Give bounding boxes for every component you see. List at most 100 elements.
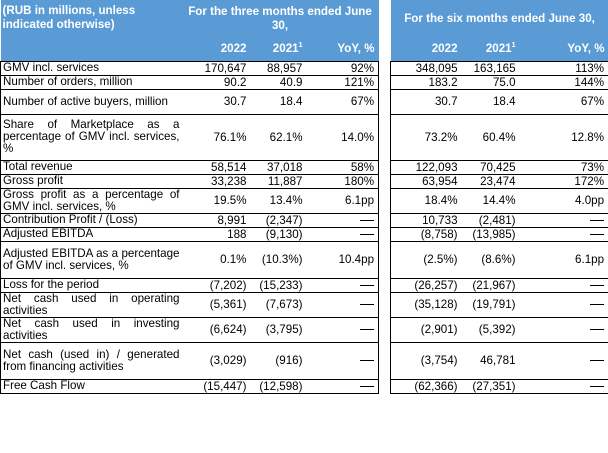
value-yoy-h <box>517 317 608 343</box>
value-2022-h: 63,954 <box>390 174 460 189</box>
units-note: (RUB in millions, unless indicated other… <box>0 0 182 61</box>
column-gap <box>378 227 391 241</box>
value-2022-q: (5,361) <box>181 292 249 318</box>
row-label: Gross profit <box>0 174 182 189</box>
value-2021-h: 18.4 <box>459 89 518 115</box>
dash-mark <box>360 304 375 306</box>
table-row: Share of Marketplace as a percentage of … <box>0 114 608 161</box>
financial-highlights-table: (RUB in millions, unless indicated other… <box>0 0 608 394</box>
row-label: Adjusted EBITDA <box>0 227 182 242</box>
table-row: Net cash used in operating activities (5,… <box>0 292 608 318</box>
value-2022-q: 170,647 <box>181 60 249 76</box>
value-yoy-q <box>304 379 380 394</box>
value-2022-h: (8,758) <box>390 227 460 242</box>
value-2021-h: (13,985) <box>459 227 518 242</box>
value-2022-q: 76.1% <box>181 114 249 161</box>
table-row: Contribution Profit / (Loss) 8,991 (2,347)… <box>0 213 608 228</box>
table-row: Free Cash Flow (15,447) (12,598) (62,366) (2… <box>0 379 608 394</box>
column-gap <box>378 75 391 89</box>
table-row: Adjusted EBITDA 188 (9,130) (8,758) (13,985) <box>0 227 608 242</box>
col-2021-h: 20211 <box>459 37 518 61</box>
row-label: Net cash used in investing activities <box>0 317 182 343</box>
value-2021-h: 60.4% <box>459 114 518 161</box>
value-yoy-q: 14.0% <box>304 114 380 161</box>
column-gap <box>378 174 391 188</box>
column-gap <box>378 213 391 227</box>
dash-mark <box>590 219 605 221</box>
column-gap <box>378 317 391 342</box>
row-label: Share of Marketplace as a percentage of … <box>0 114 182 161</box>
value-2022-q: 19.5% <box>181 188 249 214</box>
dash-mark <box>590 284 605 286</box>
col-yoy-h: YoY, % <box>517 37 608 61</box>
table-row: Number of orders, million 90.2 40.9 121% 183… <box>0 75 608 90</box>
value-2022-q: 90.2 <box>181 75 249 90</box>
value-2022-q: 8,991 <box>181 213 249 228</box>
value-yoy-q: 180% <box>304 174 380 189</box>
column-gap <box>378 278 391 292</box>
six-months-header: For the six months ended June 30, <box>390 0 608 37</box>
dash-mark <box>360 385 375 387</box>
value-2021-q: (10.3%) <box>248 241 305 279</box>
value-yoy-h <box>517 278 608 293</box>
column-gap <box>378 188 391 213</box>
value-2022-h: 73.2% <box>390 114 460 161</box>
value-2022-q: 58,514 <box>181 160 249 175</box>
value-2022-h: 183.2 <box>390 75 460 90</box>
value-2022-q: (3,029) <box>181 342 249 380</box>
dash-mark <box>590 329 605 331</box>
value-2021-h: 23,474 <box>459 174 518 189</box>
value-2021-q: 11,887 <box>248 174 305 189</box>
table-row: Number of active buyers, million 30.7 18.4… <box>0 89 608 115</box>
value-yoy-h: 144% <box>517 75 608 90</box>
table-row: Net cash used in investing activities (6,… <box>0 317 608 343</box>
value-2022-q: 30.7 <box>181 89 249 115</box>
dash-mark <box>590 304 605 306</box>
value-2021-h: (2,481) <box>459 213 518 228</box>
value-2021-q: (15,233) <box>248 278 305 293</box>
value-2021-h: (8.6%) <box>459 241 518 279</box>
table-row: Net cash (used in) / generated from fina… <box>0 342 608 380</box>
value-2022-q: (7,202) <box>181 278 249 293</box>
value-2022-h: 10,733 <box>390 213 460 228</box>
value-2022-h: 348,095 <box>390 60 460 76</box>
value-yoy-q: 67% <box>304 89 380 115</box>
value-2022-h: 122,093 <box>390 160 460 175</box>
column-gap <box>378 160 391 174</box>
value-2022-q: 188 <box>181 227 249 242</box>
table-row: Loss for the period (7,202) (15,233) (26,25… <box>0 278 608 293</box>
value-2021-h: (21,967) <box>459 278 518 293</box>
row-label: Number of active buyers, million <box>0 89 182 115</box>
value-2021-h: (27,351) <box>459 379 518 394</box>
dash-mark <box>590 385 605 387</box>
value-2021-h: (5,392) <box>459 317 518 343</box>
value-yoy-q <box>304 342 380 380</box>
header-row-2: 2022 20211 YoY, % 2022 20211 YoY, % <box>1 37 608 61</box>
value-2021-h: (19,791) <box>459 292 518 318</box>
row-label: Adjusted EBITDA as a percentage of GMV i… <box>0 241 182 279</box>
value-2021-q: (12,598) <box>248 379 305 394</box>
dash-mark <box>590 360 605 362</box>
row-label: Total revenue <box>0 160 182 175</box>
value-yoy-h <box>517 213 608 228</box>
value-2022-h: 18.4% <box>390 188 460 214</box>
value-yoy-h <box>517 227 608 242</box>
dash-mark <box>360 219 375 221</box>
value-2021-q: (916) <box>248 342 305 380</box>
value-yoy-q: 6.1pp <box>304 188 380 214</box>
value-2022-h: 30.7 <box>390 89 460 115</box>
value-2021-h: 75.0 <box>459 75 518 90</box>
value-2021-q: (2,347) <box>248 213 305 228</box>
value-2022-h: (26,257) <box>390 278 460 293</box>
table-row: Total revenue 58,514 37,018 58% 122,093 70,42… <box>0 160 608 175</box>
row-label: Net cash (used in) / generated from fina… <box>0 342 182 380</box>
column-gap <box>378 241 391 278</box>
value-2021-q: 88,957 <box>248 60 305 76</box>
value-2022-q: (6,624) <box>181 317 249 343</box>
value-2022-q: 0.1% <box>181 241 249 279</box>
value-yoy-h: 12.8% <box>517 114 608 161</box>
value-yoy-h: 172% <box>517 174 608 189</box>
value-2022-h: (2.5%) <box>390 241 460 279</box>
value-yoy-q <box>304 317 380 343</box>
value-2022-q: (15,447) <box>181 379 249 394</box>
